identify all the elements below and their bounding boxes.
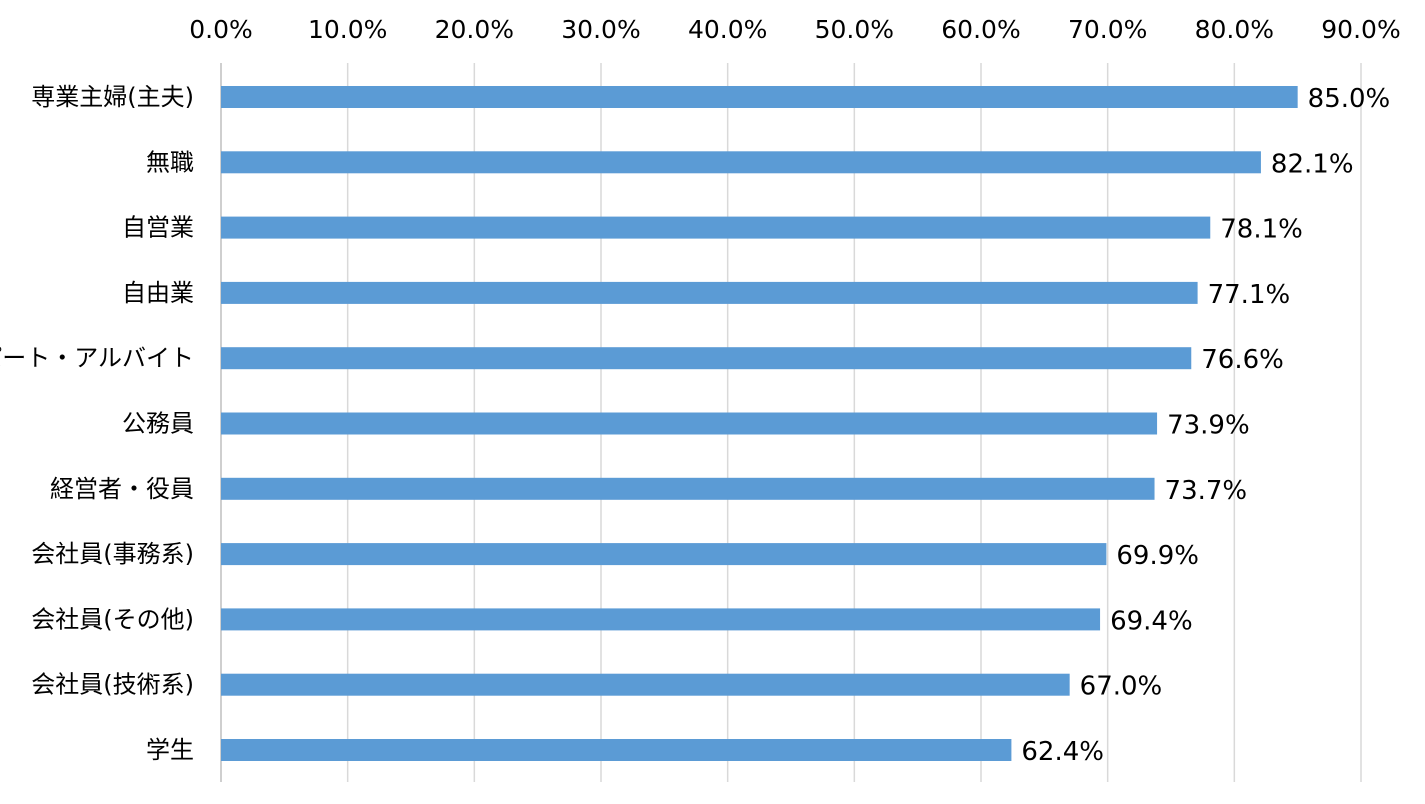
category-label: 自営業	[122, 214, 194, 242]
bars	[221, 86, 1298, 761]
category-label: 経営者・役員	[50, 475, 194, 503]
x-tick-label: 20.0%	[435, 15, 514, 44]
data-label: 67.0%	[1080, 672, 1163, 702]
category-label: 自由業	[122, 279, 194, 307]
bar	[221, 477, 1155, 500]
category-label: パート・アルバイト	[0, 344, 194, 372]
x-tick-label: 10.0%	[308, 15, 387, 44]
data-label: 62.4%	[1021, 737, 1104, 767]
category-label: 専業主婦(主夫)	[31, 83, 194, 111]
x-tick-label: 70.0%	[1068, 15, 1147, 44]
category-label: 会社員(事務系)	[31, 540, 194, 568]
bar	[221, 86, 1298, 108]
category-labels: 専業主婦(主夫) 無職自営業自由業パート・アルバイト公務員経営者・役員会社員(事務…	[0, 83, 194, 764]
data-label: 69.9%	[1116, 541, 1199, 571]
bar	[221, 281, 1198, 304]
data-labels: 85.0% 82.1% 78.1% 77.1% 76.6% 73.9% 73.7% 69.9%…	[1021, 84, 1390, 767]
data-label: 76.6%	[1201, 345, 1284, 375]
category-label: 会社員(その他)	[31, 605, 194, 633]
x-axis-ticks: 0.0% 10.0% 20.0% 30.0% 40.0% 50.0% 60.0% 70.0% 8…	[189, 15, 1400, 44]
bar	[221, 216, 1211, 239]
data-label: 82.1%	[1271, 149, 1354, 179]
data-label: 73.7%	[1165, 476, 1248, 506]
x-tick-label: 60.0%	[941, 15, 1020, 44]
data-label: 69.4%	[1110, 606, 1193, 636]
bar	[221, 608, 1101, 631]
data-label: 73.9%	[1167, 411, 1250, 441]
data-label: 78.1%	[1220, 215, 1303, 245]
bar	[221, 543, 1107, 566]
x-tick-label: 40.0%	[688, 15, 767, 44]
bar	[221, 412, 1158, 435]
x-tick-label: 30.0%	[561, 15, 640, 44]
category-label: 学生	[146, 736, 194, 764]
category-label: 無職	[146, 148, 194, 176]
x-tick-label: 80.0%	[1195, 15, 1274, 44]
bar	[221, 347, 1192, 370]
data-label: 77.1%	[1208, 280, 1291, 310]
bar	[221, 151, 1261, 174]
data-label: 85.0%	[1308, 84, 1391, 114]
category-label: 会社員(技術系)	[31, 671, 194, 699]
x-tick-label: 90.0%	[1321, 15, 1400, 44]
x-tick-label: 50.0%	[815, 15, 894, 44]
x-tick-label: 0.0%	[189, 15, 253, 44]
category-label: 公務員	[122, 410, 194, 438]
bar	[221, 673, 1070, 696]
bar	[221, 739, 1012, 761]
